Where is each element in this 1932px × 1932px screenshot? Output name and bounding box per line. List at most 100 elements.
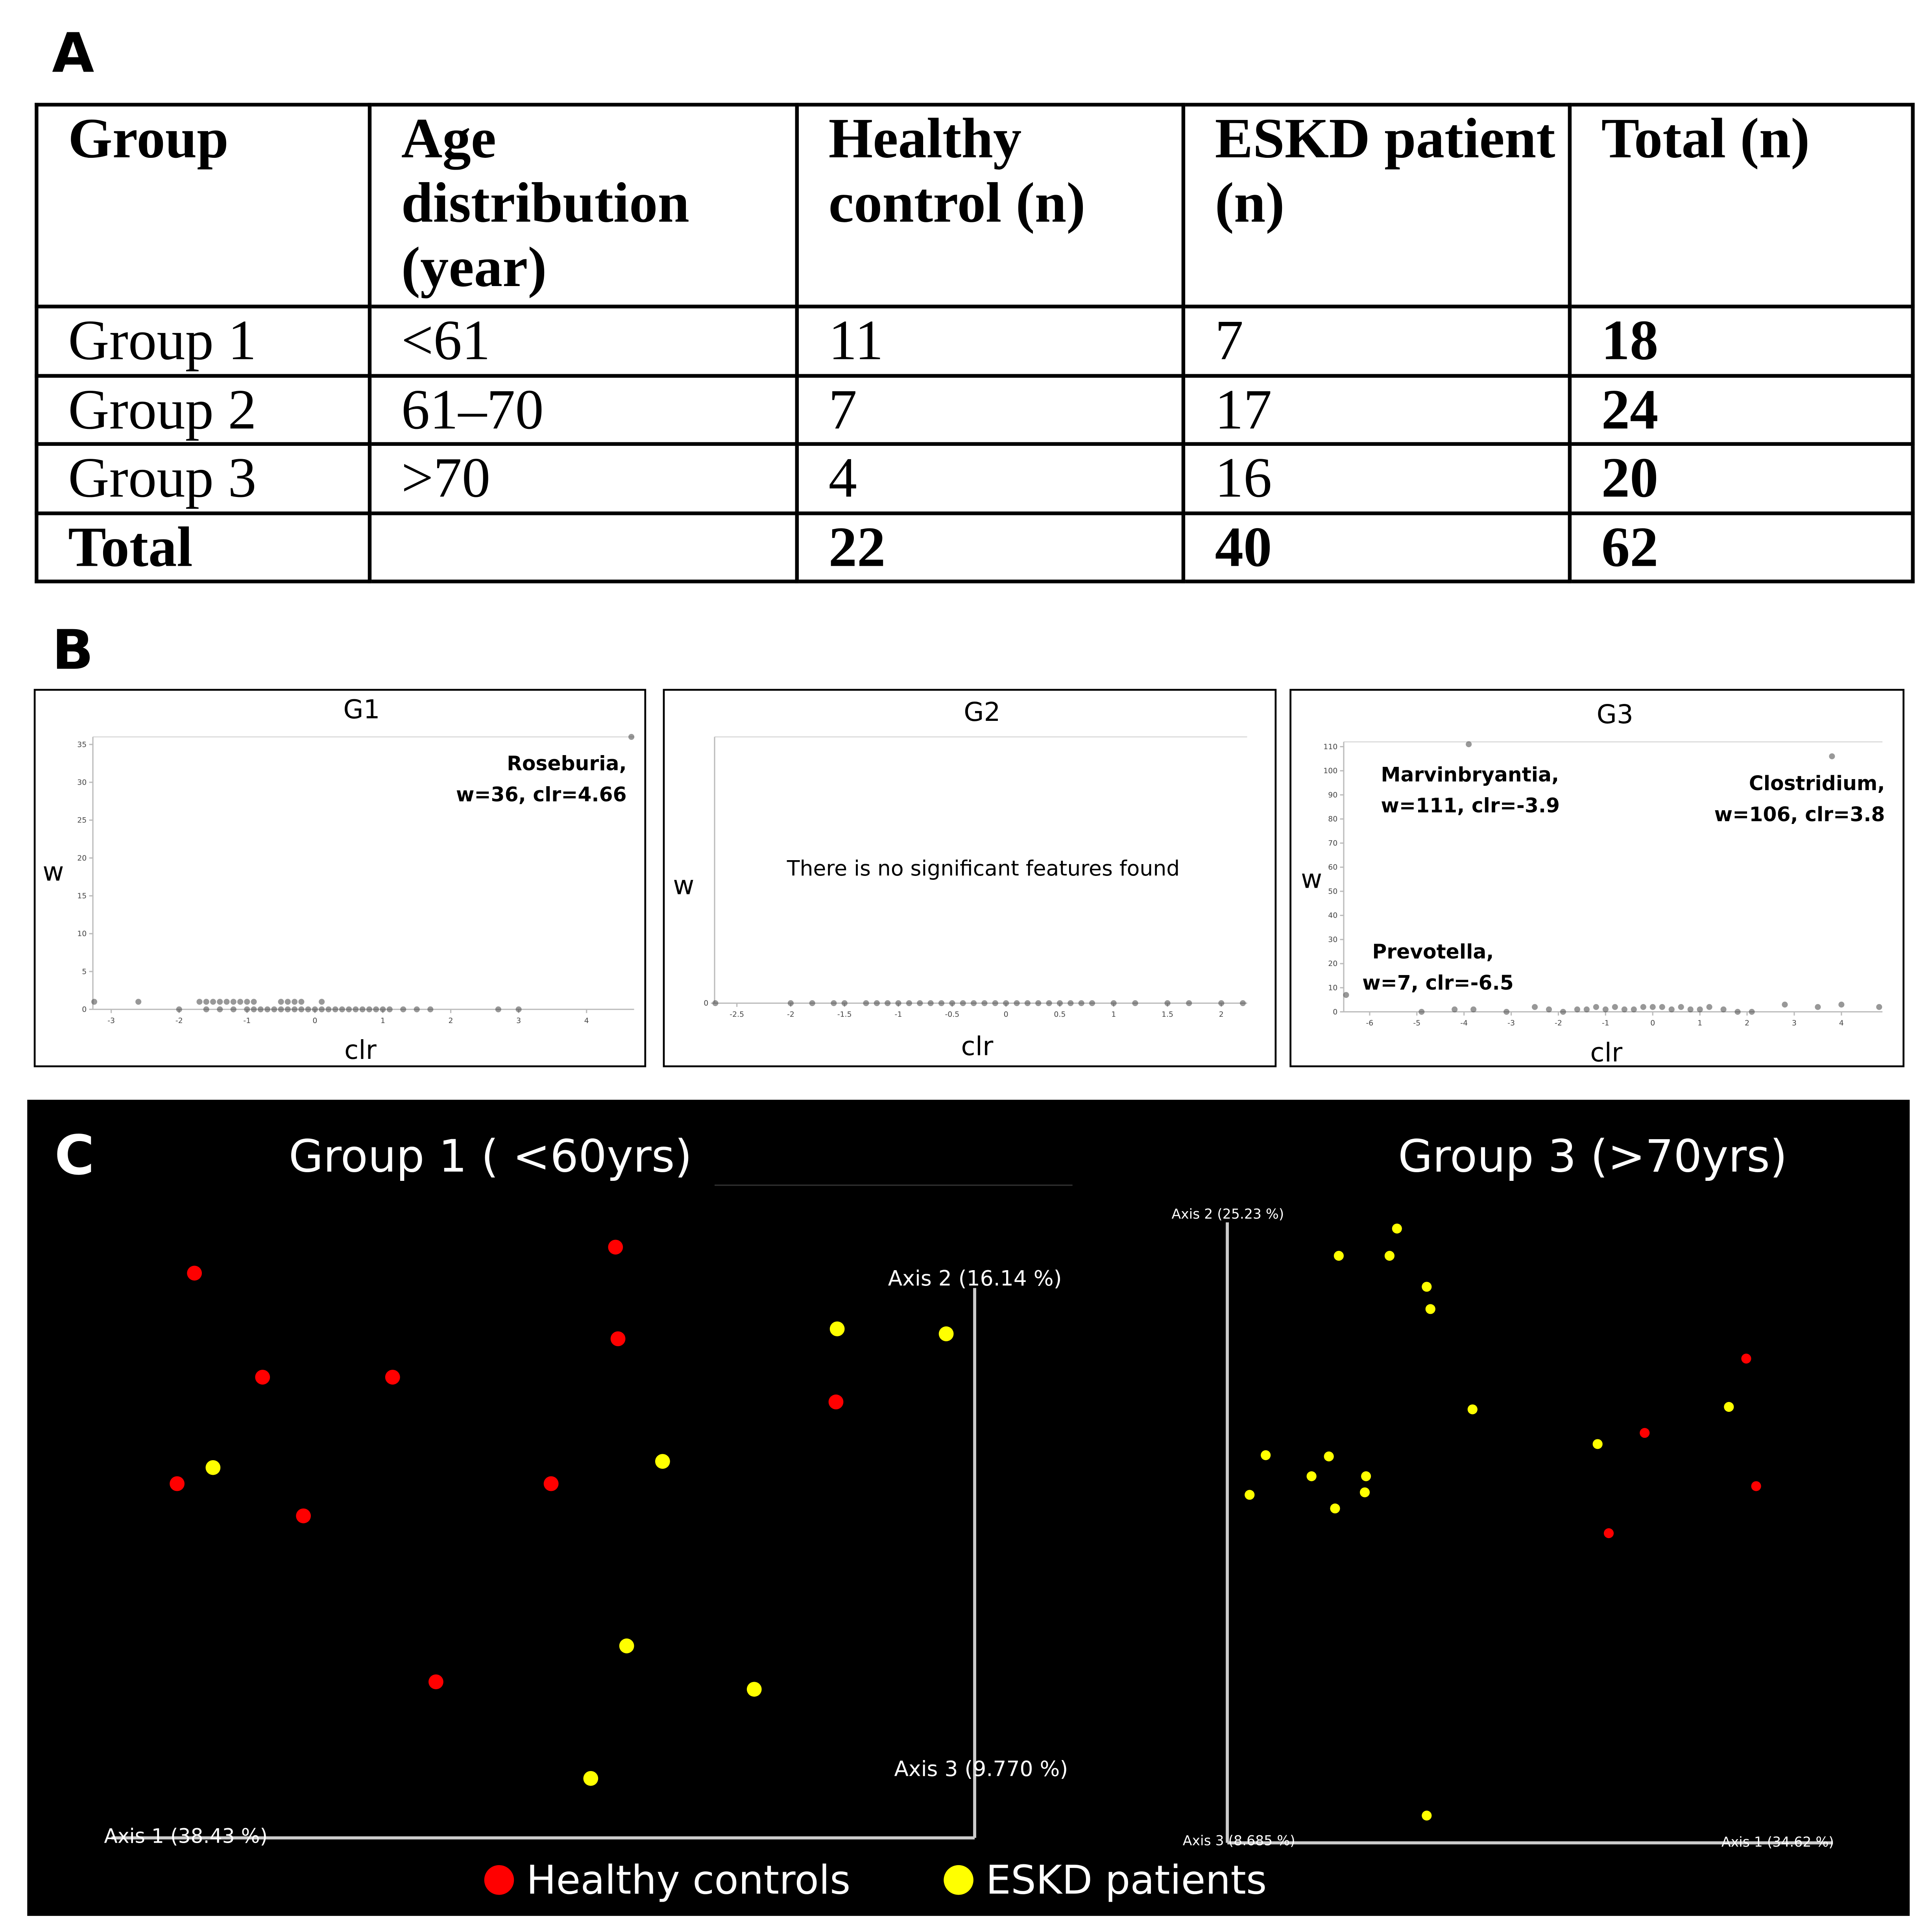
data-point	[949, 1000, 955, 1006]
eskd-point	[583, 1771, 598, 1786]
x-tick-label: -1	[243, 1016, 251, 1025]
y-tick-label: 35	[77, 740, 87, 749]
axis-label: Axis 2 (25.23 %)	[1171, 1206, 1284, 1222]
y-tick-label: 70	[1328, 839, 1337, 848]
y-tick-label: 20	[77, 854, 87, 863]
data-point	[257, 1006, 264, 1012]
x-axis-label: clr	[1590, 1037, 1623, 1068]
data-point	[895, 1000, 901, 1006]
header-cell: Age distribution (year)	[368, 103, 799, 308]
data-point	[284, 1006, 291, 1012]
annotation: Marvinbryantia,	[1381, 763, 1559, 786]
data-point	[981, 1000, 988, 1006]
data-point	[1602, 1006, 1609, 1012]
healthy-point	[1603, 1528, 1614, 1539]
data-point	[203, 999, 209, 1005]
data-point	[359, 1006, 366, 1012]
data-point	[284, 999, 291, 1005]
data-point	[319, 999, 325, 1005]
data-point	[217, 999, 223, 1005]
data-point	[251, 999, 257, 1005]
data-point	[1078, 1000, 1084, 1006]
pcoa-title: Group 3 (>70yrs)	[1398, 1130, 1787, 1182]
annotation: There is no significant features found	[787, 856, 1180, 881]
header-cell: Total (n)	[1568, 103, 1915, 308]
x-tick-label: 0	[1650, 1019, 1655, 1027]
data-point	[1419, 1008, 1425, 1015]
y-tick-label: 5	[82, 967, 87, 976]
y-tick-label: 25	[77, 816, 87, 825]
axis-label: Axis 3 (8.685 %)	[1183, 1833, 1295, 1849]
data-point	[230, 1006, 236, 1012]
data-point	[960, 1000, 966, 1006]
data-point	[271, 1006, 277, 1012]
x-tick-label: 1.5	[1162, 1010, 1173, 1019]
cell: 16	[1181, 442, 1572, 515]
data-point	[319, 1006, 325, 1012]
data-point	[1024, 1000, 1031, 1006]
data-point	[244, 999, 250, 1005]
cell: 18	[1568, 305, 1915, 377]
data-point	[515, 1006, 522, 1012]
data-point	[495, 1006, 501, 1012]
cell: 4	[795, 442, 1186, 515]
data-point	[917, 1000, 923, 1006]
data-point	[906, 1000, 912, 1006]
data-point	[1876, 1004, 1882, 1010]
data-point	[1659, 1004, 1665, 1010]
data-point	[1621, 1006, 1627, 1012]
eskd-point	[1467, 1404, 1478, 1415]
data-point	[400, 1006, 406, 1012]
data-point	[1838, 1001, 1845, 1008]
data-point	[278, 999, 284, 1005]
plot-frame	[663, 689, 1277, 1068]
data-point	[1186, 1000, 1192, 1006]
x-tick-label: -1.5	[837, 1010, 852, 1019]
x-tick-label: -0.5	[945, 1010, 959, 1019]
data-point	[712, 1000, 718, 1006]
x-tick-label: -5	[1413, 1019, 1420, 1027]
y-axis-label: w	[1301, 864, 1322, 894]
data-point	[1546, 1006, 1552, 1012]
data-point	[414, 1006, 420, 1012]
y-tick-label: 10	[1328, 983, 1337, 992]
data-point	[278, 1006, 284, 1012]
eskd-point	[829, 1321, 845, 1337]
axis-label: Axis 3 (9.770 %)	[894, 1756, 1068, 1781]
y-tick-label: 30	[1328, 935, 1337, 944]
cell: 40	[1181, 511, 1572, 584]
data-point	[1089, 1000, 1095, 1006]
data-point	[1829, 753, 1835, 759]
cell: 7	[1181, 305, 1572, 377]
data-point	[1470, 1006, 1477, 1012]
y-tick-label: 30	[77, 778, 87, 787]
data-point	[346, 1006, 352, 1012]
data-point	[1687, 1006, 1694, 1012]
data-point	[196, 999, 203, 1005]
data-point	[1697, 1006, 1703, 1012]
eskd-point	[1592, 1439, 1603, 1449]
x-tick-label: -1	[895, 1010, 902, 1019]
y-tick-label: 100	[1323, 767, 1337, 775]
data-point	[1531, 1004, 1538, 1010]
data-point	[971, 1000, 977, 1006]
data-point	[264, 1006, 271, 1012]
healthy-point	[610, 1331, 626, 1346]
table-container: Group Age distribution (year) Healthy co…	[35, 103, 1915, 584]
data-point	[237, 999, 244, 1005]
data-point	[1560, 1008, 1566, 1015]
y-tick-label: 110	[1323, 743, 1337, 751]
cell: Group 2	[35, 373, 372, 446]
x-tick-label: 2	[1745, 1019, 1749, 1027]
x-tick-label: 0.5	[1054, 1010, 1066, 1019]
row: Group 3 >70 4 16 20	[35, 442, 1915, 515]
cell: Group 1	[35, 305, 372, 377]
data-point	[176, 1006, 182, 1012]
data-point	[787, 1000, 794, 1006]
healthy-point	[429, 1674, 443, 1690]
eskd-point	[655, 1454, 670, 1469]
data-point	[353, 1006, 359, 1012]
pcoa-points	[170, 1223, 1761, 1821]
data-point	[292, 1006, 298, 1012]
x-axis-label: clr	[344, 1035, 377, 1065]
